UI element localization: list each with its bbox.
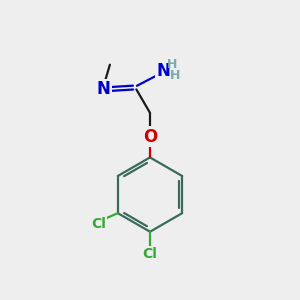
Text: N: N — [97, 80, 111, 98]
Text: H: H — [167, 58, 177, 71]
Text: N: N — [156, 62, 170, 80]
Text: H: H — [169, 69, 180, 82]
Text: Cl: Cl — [91, 217, 106, 231]
Text: O: O — [143, 128, 157, 146]
Text: Cl: Cl — [142, 247, 158, 261]
